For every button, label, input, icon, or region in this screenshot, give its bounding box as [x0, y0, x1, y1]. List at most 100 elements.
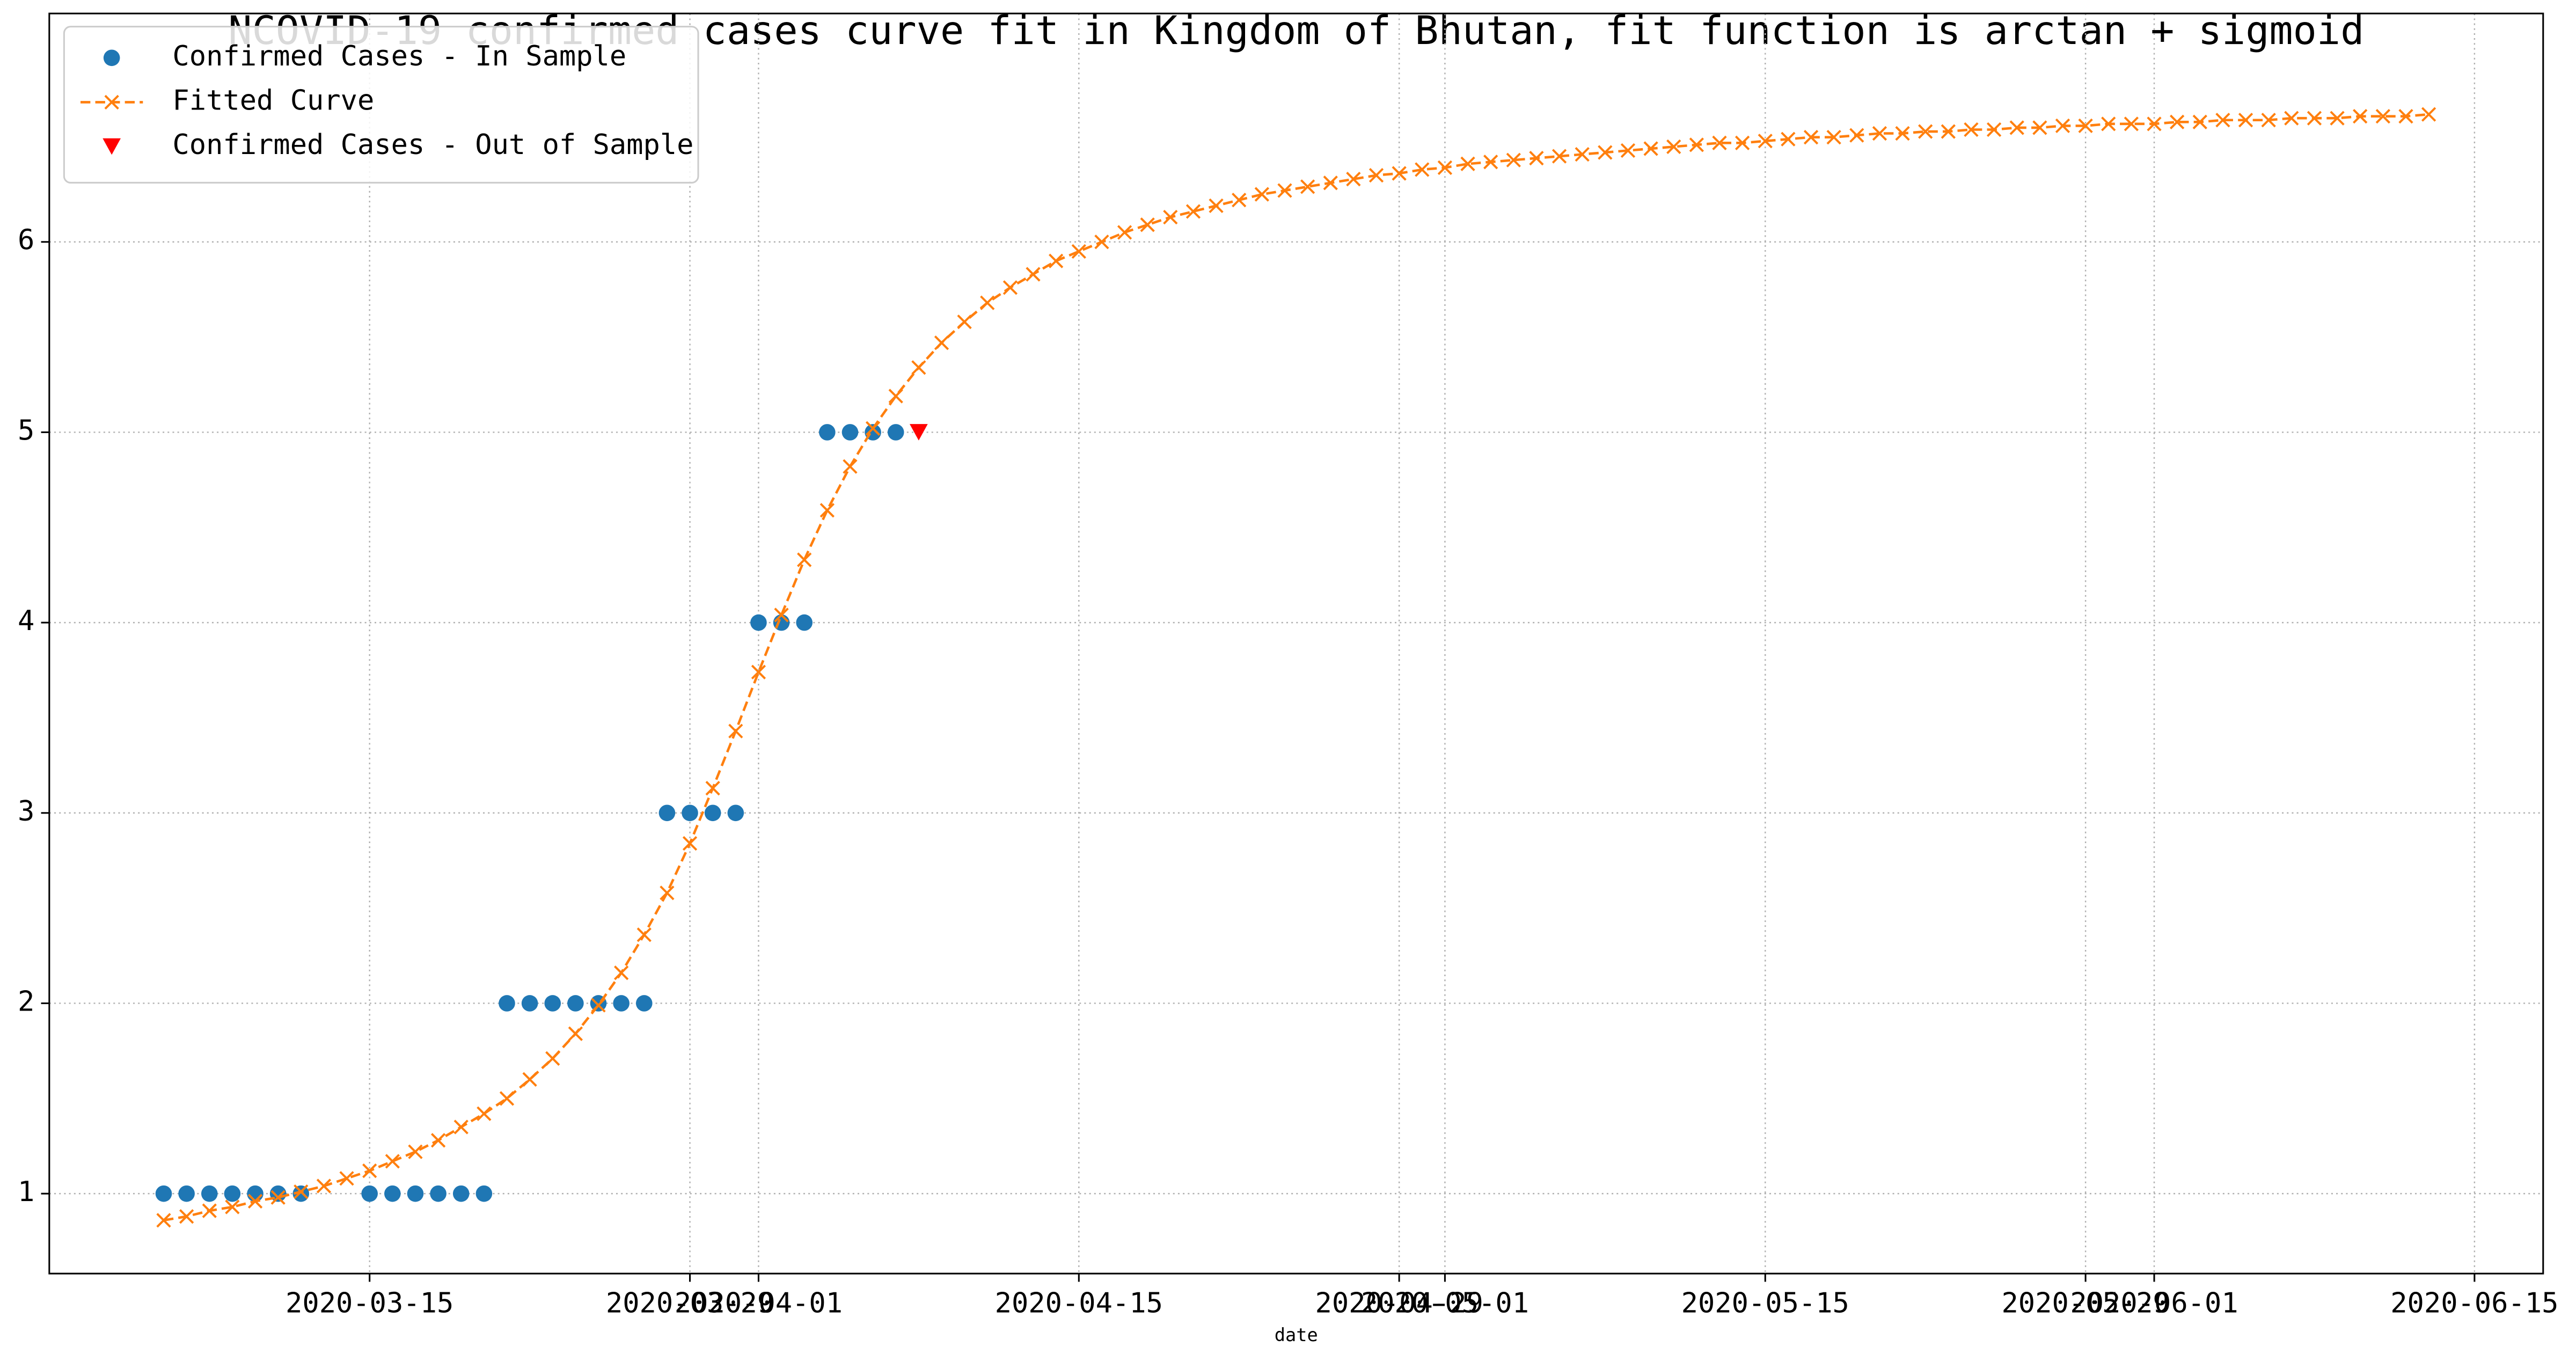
data-point: [613, 995, 630, 1012]
data-point: [934, 335, 949, 350]
data-point: [1506, 152, 1521, 167]
data-point: [2101, 116, 2116, 131]
data-point: [682, 836, 698, 851]
data-point: [911, 360, 926, 375]
fit-line: [163, 113, 2429, 1222]
data-point: [1437, 160, 1453, 175]
data-point: [1666, 139, 1681, 155]
data-point: [1209, 198, 1224, 214]
x-tick-label: 2020-06-15: [2390, 1287, 2558, 1319]
data-point: [179, 1209, 194, 1224]
data-point: [2353, 109, 2368, 124]
data-point: [1826, 130, 1841, 145]
data-point: [660, 886, 675, 901]
data-point: [567, 995, 584, 1012]
data-point: [452, 1185, 470, 1202]
legend-marker: [103, 138, 121, 155]
data-point: [2375, 109, 2390, 124]
legend-label: Fitted Curve: [172, 84, 374, 116]
data-point: [156, 1213, 171, 1228]
data-point: [1049, 253, 1064, 268]
y-tick-label: 2: [18, 985, 34, 1018]
y-tick-label: 3: [18, 795, 34, 828]
data-point: [453, 1119, 469, 1135]
data-point: [247, 1185, 264, 1202]
data-point: [316, 1179, 332, 1194]
data-point: [1277, 183, 1292, 198]
legend-label: Confirmed Cases - Out of Sample: [172, 129, 693, 161]
data-point: [2284, 111, 2299, 126]
data-point: [407, 1185, 424, 1202]
data-point: [522, 1072, 537, 1087]
data-point: [750, 614, 767, 631]
data-point: [773, 614, 790, 631]
data-point: [682, 804, 698, 822]
plot-frame: [48, 12, 2544, 1275]
x-tick-label: 2020-05-29: [2001, 1287, 2169, 1319]
legend-marker: [104, 94, 119, 110]
data-point: [362, 1163, 377, 1179]
data-point: [521, 995, 538, 1012]
data-point: [225, 1199, 240, 1214]
data-point: [2078, 118, 2093, 134]
data-point: [2055, 118, 2070, 134]
data-point: [1323, 175, 1338, 191]
y-tick-label: 5: [18, 414, 34, 447]
data-point: [178, 1185, 195, 1202]
data-point: [202, 1203, 217, 1218]
data-point: [475, 1185, 493, 1202]
data-point: [887, 424, 904, 441]
data-point: [1620, 143, 1636, 158]
legend-label: Confirmed Cases - In Sample: [172, 40, 626, 72]
data-point: [155, 1185, 172, 1202]
data-point: [224, 1185, 241, 1202]
data-point: [2009, 120, 2024, 135]
data-point: [1986, 122, 2002, 137]
data-point: [1392, 166, 1407, 181]
data-point: [361, 1185, 378, 1202]
data-point: [1849, 128, 1864, 143]
legend: Confirmed Cases - In Sample Fitted Curve C…: [63, 26, 699, 184]
data-point: [1163, 209, 1178, 225]
data-point: [1598, 145, 1613, 160]
data-point: [774, 608, 789, 623]
data-point: [1552, 149, 1567, 164]
data-point: [2261, 113, 2276, 128]
x-tick-label: 2020-03-15: [286, 1287, 453, 1319]
y-tick-label: 4: [18, 605, 34, 637]
data-point: [2124, 116, 2139, 131]
data-point: [1895, 126, 1910, 141]
data-point: [819, 424, 836, 441]
data-point: [545, 1051, 560, 1066]
data-point: [1941, 124, 1956, 139]
data-point: [728, 723, 743, 738]
data-point: [2307, 111, 2322, 126]
data-point: [591, 998, 606, 1013]
data-point: [1094, 235, 1109, 250]
data-point: [704, 804, 721, 822]
data-point: [430, 1185, 447, 1202]
x-tick-label: 2020-05-15: [1681, 1287, 1849, 1319]
data-point: [2147, 116, 2162, 131]
data-point: [1140, 217, 1155, 232]
data-point: [796, 614, 813, 631]
data-point: [568, 1026, 583, 1041]
data-point: [1643, 141, 1658, 156]
data-point: [2032, 120, 2047, 135]
x-tick-label: 2020-04-29: [1315, 1287, 1483, 1319]
data-point: [2421, 107, 2436, 122]
y-tick-label: 1: [18, 1176, 34, 1208]
data-point: [430, 1133, 446, 1148]
data-point: [910, 424, 928, 441]
data-point: [1483, 155, 1498, 170]
x-axis-label: date: [1275, 1325, 1318, 1345]
data-point: [1803, 130, 1819, 145]
data-point: [294, 1184, 309, 1199]
data-point: [1529, 151, 1544, 166]
data-point: [339, 1171, 354, 1186]
data-point: [544, 995, 561, 1012]
data-point: [1758, 134, 1773, 149]
data-point: [1071, 244, 1086, 259]
data-point: [1346, 172, 1361, 187]
